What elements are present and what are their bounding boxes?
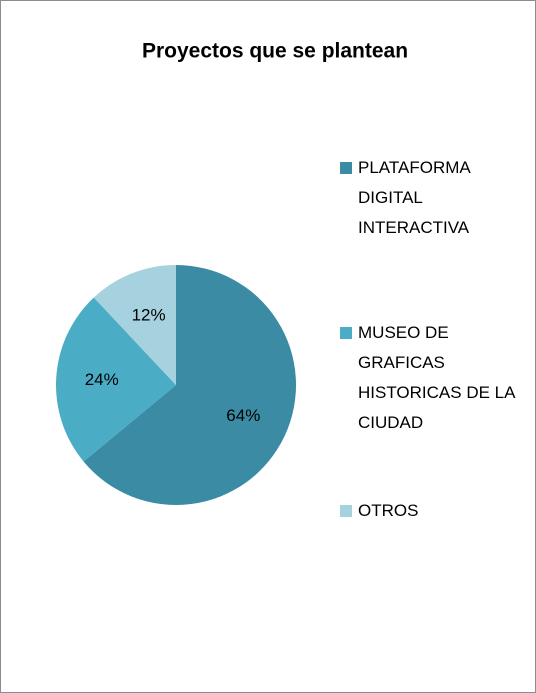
pie-slice [93,265,176,385]
data-label: 12% [132,305,166,324]
legend-label: OTROS [358,501,419,520]
legend-label: MUSEO DE GRAFICAS HISTORICAS DE LA CIUDA… [358,323,515,432]
chart-title: Proyectos que se plantean [142,40,408,63]
legend-swatch [340,505,352,517]
pie-slice [83,265,296,505]
legend-swatch [340,162,352,174]
legend-label: PLATAFORMA DIGITAL INTERACTIVA [358,158,470,237]
data-label: 24% [85,370,119,389]
data-label: 64% [226,406,260,425]
pie-slice [56,297,177,462]
legend-swatch [340,327,352,339]
